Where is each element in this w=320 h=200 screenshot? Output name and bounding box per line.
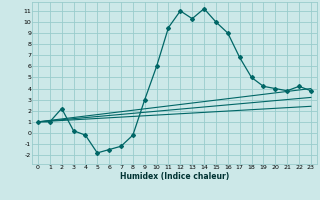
X-axis label: Humidex (Indice chaleur): Humidex (Indice chaleur) xyxy=(120,172,229,181)
